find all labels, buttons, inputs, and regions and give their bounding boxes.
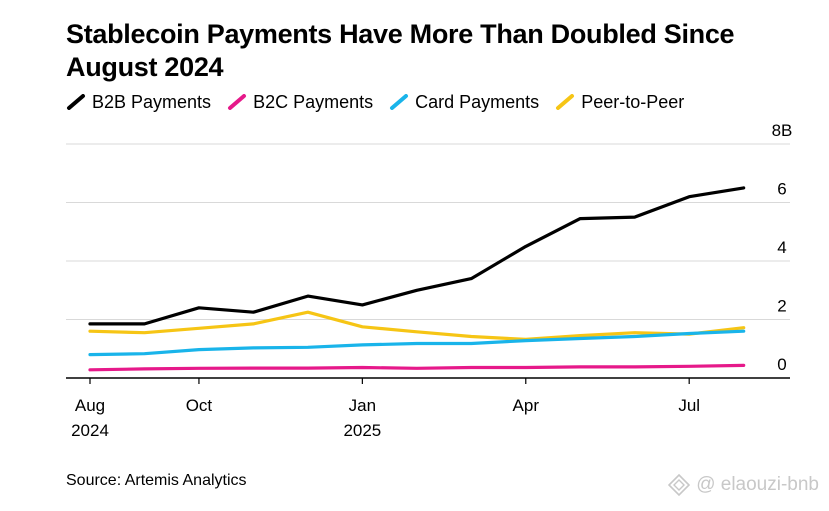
x-tick-label: Oct: [186, 396, 213, 415]
series-line-card-payments: [88, 329, 746, 357]
legend-swatch: [67, 94, 85, 110]
y-tick-label: 8B: [772, 121, 793, 140]
series-line-b2b-payments: [88, 186, 746, 326]
legend: B2B Payments B2C Payments Card Payments Pee…: [66, 90, 700, 114]
legend-swatch: [228, 94, 247, 110]
legend-swatch: [556, 94, 575, 110]
x-tick-label: Apr: [513, 396, 540, 415]
diamond-logo-icon: [668, 474, 691, 496]
y-tick-label: 4: [777, 238, 786, 257]
legend-label: Card Payments: [415, 91, 540, 112]
x-tick-sublabel: 2024: [71, 421, 109, 440]
legend-item: Card Payments: [389, 92, 539, 113]
watermark: @ elaouzi-bnb: [668, 474, 819, 496]
x-tick-sublabel: 2025: [343, 421, 381, 440]
legend-item: B2B Payments: [66, 92, 211, 113]
y-tick-label: 2: [777, 297, 786, 316]
legend-label: Peer-to-Peer: [581, 91, 685, 112]
watermark-text: @ elaouzi-bnb: [696, 474, 819, 495]
chart-title: Stablecoin Payments Have More Than Doubl…: [66, 19, 735, 82]
x-tick-label: Jan: [349, 396, 376, 415]
source-note: Source: Artemis Analytics: [66, 472, 247, 489]
legend-label: B2B Payments: [92, 91, 212, 112]
legend-item: Peer-to-Peer: [555, 92, 684, 113]
series-line-peer-to-peer: [88, 310, 746, 341]
series-line-b2c-payments: [88, 363, 746, 372]
legend-item: B2C Payments: [227, 92, 373, 113]
x-tick-label: Jul: [678, 396, 700, 415]
legend-swatch: [390, 94, 409, 110]
x-tick-label: Aug: [75, 396, 105, 415]
legend-label: B2C Payments: [253, 91, 374, 112]
y-tick-label: 0: [777, 355, 786, 374]
y-tick-label: 6: [777, 180, 786, 199]
